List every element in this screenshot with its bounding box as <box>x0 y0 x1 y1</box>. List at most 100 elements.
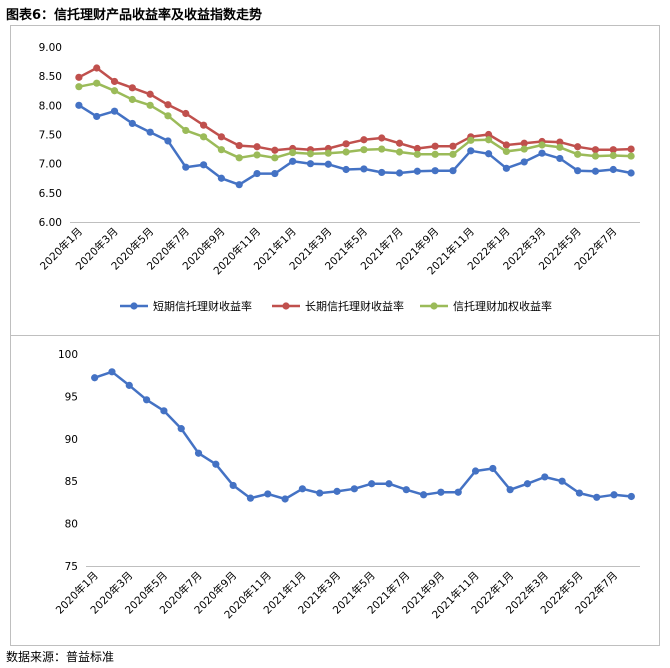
data-point <box>142 396 151 404</box>
data-point <box>253 151 261 159</box>
figure-source: 数据来源：普益标准 <box>6 650 115 664</box>
data-point <box>271 169 279 178</box>
data-point <box>627 152 635 160</box>
series-line <box>78 81 632 160</box>
data-point <box>146 128 154 136</box>
data-point <box>484 130 493 139</box>
data-point <box>449 142 457 150</box>
y-tick-label: 80 <box>65 519 78 531</box>
data-point <box>350 485 358 493</box>
data-point <box>125 381 133 389</box>
data-point <box>413 150 421 158</box>
data-point <box>306 150 315 158</box>
data-point <box>574 167 582 175</box>
data-point <box>402 486 410 494</box>
y-tick-label: 8.50 <box>39 71 62 83</box>
data-point <box>182 126 190 135</box>
data-point <box>342 140 350 148</box>
data-point <box>419 491 428 499</box>
data-point <box>128 95 136 104</box>
data-point <box>110 107 119 115</box>
data-point <box>454 488 462 496</box>
data-point <box>110 87 119 95</box>
data-point <box>164 137 172 145</box>
data-point <box>146 101 154 109</box>
data-point <box>289 148 297 157</box>
data-point <box>385 480 393 488</box>
y-tick-label: 100 <box>58 349 78 361</box>
data-point <box>160 407 168 415</box>
series-line <box>94 370 632 501</box>
data-point <box>591 146 600 154</box>
data-point <box>93 112 101 121</box>
data-point <box>182 163 190 171</box>
legend-label: 信托理财加权收益率 <box>453 299 552 313</box>
data-point <box>627 145 635 153</box>
data-point <box>471 467 480 475</box>
chart-frame-top <box>10 25 660 336</box>
data-point <box>502 141 511 149</box>
data-point <box>360 136 368 144</box>
data-point <box>235 141 243 150</box>
y-tick-label: 75 <box>65 561 78 573</box>
data-point <box>556 154 564 163</box>
data-point <box>271 146 279 154</box>
data-point <box>574 143 582 151</box>
data-point <box>467 147 475 155</box>
data-point <box>609 151 617 160</box>
data-point <box>128 84 136 92</box>
data-point <box>199 161 208 169</box>
data-point <box>506 486 514 494</box>
data-point <box>520 158 528 166</box>
data-point <box>298 485 307 493</box>
data-point <box>212 460 220 468</box>
data-point <box>199 121 208 129</box>
data-point <box>342 148 350 156</box>
data-point <box>431 167 439 175</box>
data-point <box>378 134 386 142</box>
y-tick-label: 6.00 <box>39 217 62 229</box>
data-point <box>449 150 457 158</box>
data-point <box>395 148 404 156</box>
y-tick-label: 6.50 <box>39 188 62 200</box>
data-point <box>489 464 497 473</box>
data-point <box>591 152 600 160</box>
data-point <box>449 167 457 175</box>
data-point <box>128 119 136 128</box>
data-point <box>217 146 226 154</box>
figure-title: 图表6：信托理财产品收益率及收益指数走势 <box>6 8 263 23</box>
data-point <box>627 169 635 177</box>
data-point <box>484 150 493 158</box>
data-point <box>431 150 439 158</box>
legend-swatch-marker <box>430 302 438 310</box>
y-tick-label: 9.00 <box>39 42 62 54</box>
data-point <box>591 167 600 175</box>
data-point <box>253 169 261 178</box>
chart-frame-bottom <box>10 335 660 646</box>
data-point <box>264 490 272 498</box>
y-tick-label: 7.50 <box>39 130 62 142</box>
data-point <box>593 493 601 501</box>
data-point <box>333 487 341 495</box>
data-point <box>538 141 546 149</box>
data-point <box>229 481 237 490</box>
data-point <box>574 150 582 158</box>
data-point <box>91 374 99 382</box>
data-point <box>316 489 324 497</box>
data-point <box>75 73 83 81</box>
data-point <box>289 157 297 165</box>
data-point <box>627 492 635 501</box>
data-point <box>467 136 475 144</box>
legend-swatch-marker <box>282 302 290 310</box>
data-point <box>182 109 190 118</box>
data-point <box>194 449 203 457</box>
data-point <box>523 480 532 488</box>
data-point <box>281 495 289 503</box>
data-point <box>360 146 368 154</box>
legend-label: 短期信托理财收益率 <box>153 299 252 313</box>
data-point <box>575 489 584 497</box>
data-point <box>484 136 493 144</box>
y-tick-label: 7.00 <box>39 159 62 171</box>
data-point <box>558 477 566 485</box>
